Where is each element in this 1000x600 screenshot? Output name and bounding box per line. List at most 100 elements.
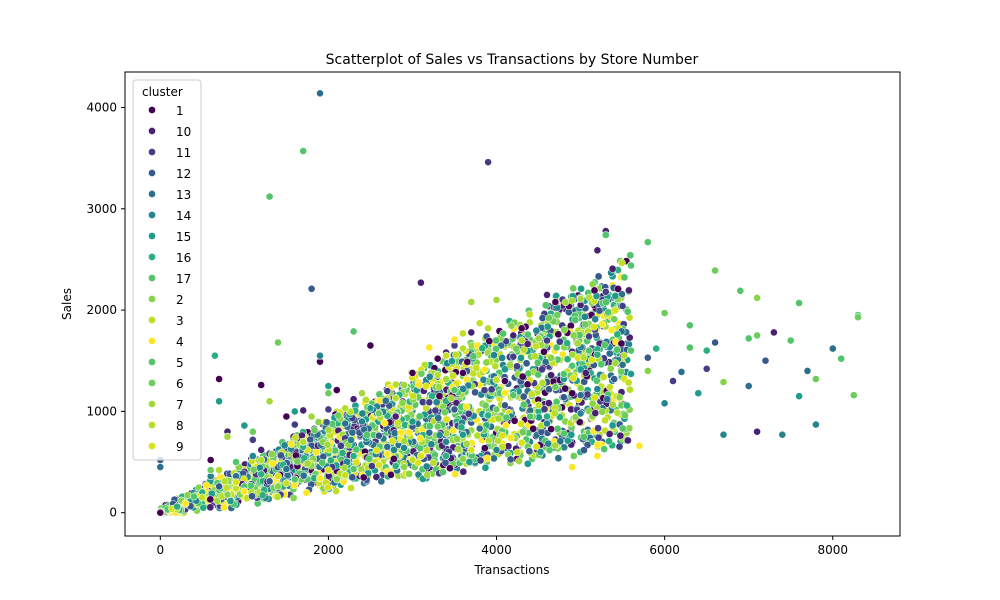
scatter-point-series-15 — [458, 430, 467, 439]
scatter-point — [547, 425, 555, 433]
scatter-point — [441, 458, 450, 467]
scatter-point — [598, 407, 607, 416]
legend-label: 1 — [176, 104, 184, 118]
scatter-point — [441, 408, 449, 417]
scatter-point — [547, 371, 555, 380]
scatter-point — [616, 431, 625, 440]
scatter-point-series-3 — [282, 479, 291, 488]
scatter-point — [303, 459, 312, 468]
scatter-point — [551, 441, 560, 450]
scatter-point-series-16 — [173, 502, 181, 511]
scatter-point-series-7 — [358, 389, 366, 398]
scatter-point — [569, 374, 578, 383]
scatter-point — [499, 329, 507, 338]
scatter-point — [498, 354, 506, 362]
x-tick-label: 2000 — [313, 543, 344, 557]
scatter-point — [425, 372, 434, 381]
scatter-point — [481, 365, 489, 374]
scatter-point — [594, 424, 602, 433]
scatter-point — [553, 424, 562, 433]
scatter-point-series-17 — [568, 361, 577, 370]
scatter-point — [358, 409, 367, 418]
legend-label: 13 — [176, 188, 191, 202]
legend-label: 12 — [176, 167, 191, 181]
scatter-point — [534, 370, 543, 379]
scatter-point — [434, 414, 443, 422]
scatter-point-series-8 — [257, 456, 266, 464]
scatter-point — [554, 330, 563, 339]
scatter-point-series-9 — [517, 438, 526, 447]
scatter-point-series-2 — [400, 463, 408, 471]
scatter-point — [248, 492, 256, 501]
scatter-point — [568, 389, 577, 398]
scatter-point — [507, 321, 516, 330]
scatter-point — [318, 458, 327, 467]
scatter-point-series-11 — [383, 387, 392, 395]
scatter-point-series-17 — [349, 465, 358, 473]
legend-marker — [148, 295, 156, 303]
scatter-point-series-5 — [601, 231, 610, 239]
scatter-point — [598, 320, 607, 329]
scatter-point — [595, 306, 604, 315]
legend-marker — [148, 358, 156, 366]
scatter-point — [302, 488, 311, 497]
x-axis: 0 2000 4000 6000 8000 — [156, 536, 848, 557]
legend-marker — [148, 169, 156, 177]
scatter-point-series-7 — [442, 375, 450, 383]
scatter-point — [289, 494, 298, 502]
scatter-point — [348, 428, 357, 437]
scatter-point — [249, 465, 258, 474]
scatter-point — [425, 422, 434, 431]
scatter-point — [405, 470, 414, 478]
scatter-point-series-16 — [593, 350, 602, 359]
scatter-point — [543, 322, 552, 331]
x-tick-label: 0 — [156, 543, 164, 557]
scatter-point — [472, 364, 481, 372]
scatter-point — [494, 436, 502, 445]
scatter-point — [536, 448, 545, 456]
scatter-point-series-10 — [257, 445, 266, 454]
scatter-point — [423, 471, 432, 479]
scatter-point — [287, 440, 295, 448]
scatter-point-series-11 — [484, 158, 492, 167]
scatter-point — [608, 264, 617, 273]
scatter-point — [541, 301, 550, 310]
scatter-point-series-10 — [593, 246, 602, 255]
scatter-point-series-7 — [492, 295, 501, 304]
scatter-point — [571, 316, 580, 324]
scatter-point-series-9 — [232, 478, 240, 487]
legend-entries: 1 10 11 12 13 14 15 16 17 2 3 4 5 6 7 8 9 — [148, 104, 191, 454]
scatter-point — [605, 437, 613, 446]
scatter-point — [222, 484, 231, 492]
scatter-point-series-11 — [290, 420, 299, 429]
scatter-point — [625, 286, 633, 295]
scatter-point-series-7 — [307, 412, 316, 421]
scatter-point-series-13 — [475, 424, 484, 433]
scatter-point-series-15 — [324, 382, 333, 390]
scatter-point-series-9 — [374, 461, 383, 469]
scatter-point — [501, 365, 509, 374]
scatter-point-series-12 — [761, 356, 770, 365]
scatter-point — [491, 362, 500, 371]
scatter-point — [554, 454, 563, 463]
scatter-point-series-15 — [627, 369, 635, 378]
scatter-point — [363, 431, 371, 439]
scatter-point — [513, 362, 521, 371]
scatter-point-series-7 — [223, 432, 232, 441]
scatter-point-series-9 — [467, 445, 476, 454]
legend-label: 7 — [176, 398, 184, 412]
scatter-point-series-13 — [828, 344, 837, 353]
scatter-point — [506, 434, 515, 442]
legend-marker — [148, 253, 156, 261]
scatter-point — [206, 495, 215, 504]
scatter-point-series-11 — [601, 287, 610, 296]
scatter-point — [563, 355, 572, 364]
scatter-point-series-7 — [400, 381, 408, 389]
scatter-point-series-12 — [643, 353, 652, 362]
x-tick-label: 6000 — [649, 543, 680, 557]
scatter-point — [561, 298, 570, 307]
scatter-point — [615, 442, 624, 451]
scatter-point — [462, 440, 471, 448]
scatter-point-series-1 — [458, 368, 467, 377]
scatter-point — [398, 399, 407, 407]
